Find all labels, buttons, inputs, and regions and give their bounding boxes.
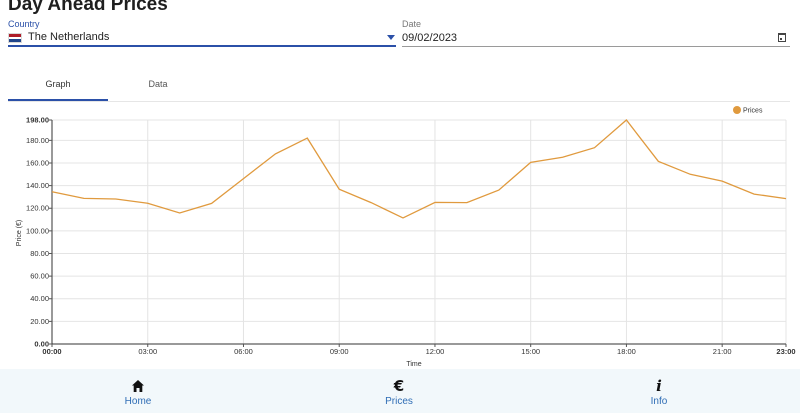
- chart-legend[interactable]: Prices: [733, 106, 763, 115]
- chart-y-axis-label: Price (€): [16, 220, 23, 246]
- chevron-down-icon[interactable]: [387, 35, 395, 40]
- country-select[interactable]: The Netherlands: [8, 30, 396, 47]
- chart-x-tick-label: 15:00: [521, 347, 540, 356]
- chart-x-tick-label: 18:00: [617, 347, 636, 356]
- chart-series-line-prices: [51, 119, 787, 219]
- country-label: Country: [8, 19, 40, 29]
- chart-y-tick-label: 160.00: [26, 158, 49, 167]
- nav-home-button[interactable]: Home: [68, 369, 208, 413]
- nav-home-label: Home: [124, 396, 152, 407]
- nav-info-label: Info: [650, 396, 668, 407]
- chart-y-tick-label: 198.00: [26, 116, 49, 125]
- chart-y-tick-label: 60.00: [30, 272, 49, 281]
- chart-legend-marker: [733, 106, 741, 114]
- netherlands-flag-icon: [8, 33, 22, 43]
- chart-y-tick-label: 20.00: [30, 317, 49, 326]
- bottom-navigation: Home € Prices i Info: [0, 369, 800, 413]
- chart-y-tick-label: 120.00: [26, 204, 49, 213]
- chart-y-tick-label: 180.00: [26, 136, 49, 145]
- calendar-icon[interactable]: [778, 33, 786, 42]
- date-field[interactable]: [402, 30, 790, 47]
- info-icon: i: [656, 377, 662, 395]
- chart-x-tick-label: 12:00: [426, 347, 445, 356]
- chart-x-tick-label: 00:00: [42, 347, 61, 356]
- chart-y-tick-label: 0.00: [34, 340, 49, 349]
- page-title: Day Ahead Prices: [8, 0, 168, 15]
- date-label: Date: [402, 19, 422, 29]
- chart-x-tick-label: 21:00: [713, 347, 732, 356]
- date-input[interactable]: [402, 30, 762, 45]
- view-tabs: Graph Data: [8, 69, 790, 102]
- home-icon: [68, 378, 208, 394]
- chart-y-tick-label: 100.00: [26, 226, 49, 235]
- nav-prices-button[interactable]: € Prices: [329, 369, 469, 413]
- chart-x-tick-label: 03:00: [138, 347, 157, 356]
- chart-x-tick-label: 06:00: [234, 347, 253, 356]
- chart-x-axis-label: Time: [406, 361, 421, 368]
- price-chart: 0.00 20.00 40.00 60.00 80.00 100.00 120.00 140.…: [16, 106, 796, 368]
- euro-icon: €: [393, 377, 405, 395]
- chart-y-tick-label: 80.00: [30, 249, 49, 258]
- country-value: The Netherlands: [28, 31, 110, 43]
- chart-y-tick-label: 40.00: [30, 294, 49, 303]
- chart-y-tick-label: 140.00: [26, 181, 49, 190]
- chart-x-tick-label: 23:00: [776, 347, 795, 356]
- nav-info-button[interactable]: i Info: [589, 369, 729, 413]
- chart-x-tick-label: 09:00: [330, 347, 349, 356]
- chart-legend-label: Prices: [743, 108, 763, 115]
- nav-prices-label: Prices: [385, 396, 413, 407]
- tab-graph[interactable]: Graph: [8, 69, 108, 101]
- tab-data[interactable]: Data: [148, 79, 168, 89]
